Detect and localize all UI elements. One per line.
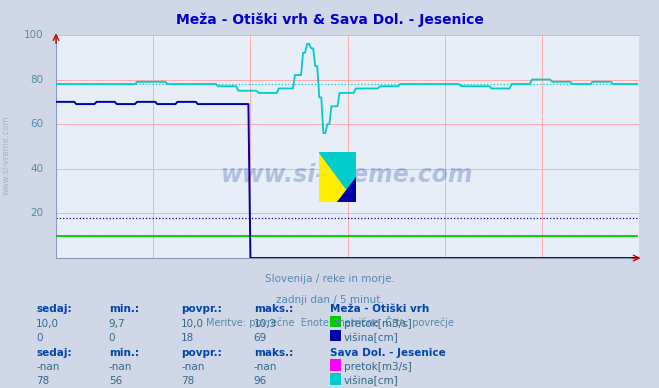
Text: -nan: -nan: [254, 362, 277, 372]
Text: 40: 40: [31, 164, 44, 174]
Text: 96: 96: [254, 376, 267, 386]
Text: min.:: min.:: [109, 304, 139, 314]
Text: 78: 78: [181, 376, 194, 386]
Text: 0: 0: [109, 333, 115, 343]
Text: 18: 18: [181, 333, 194, 343]
Text: 78: 78: [36, 376, 49, 386]
Text: povpr.:: povpr.:: [181, 304, 222, 314]
Polygon shape: [337, 177, 355, 202]
Text: Meža - Otiški vrh & Sava Dol. - Jesenice: Meža - Otiški vrh & Sava Dol. - Jesenice: [175, 12, 484, 27]
Text: www.si-vreme.com: www.si-vreme.com: [2, 116, 11, 195]
Text: Meritve: povrečne  Enote: metrične  Črta: povrečje: Meritve: povrečne Enote: metrične Črta: …: [206, 316, 453, 328]
Text: min.:: min.:: [109, 348, 139, 358]
Text: -nan: -nan: [109, 362, 132, 372]
Text: www.si-vreme.com: www.si-vreme.com: [221, 163, 474, 187]
Text: -nan: -nan: [36, 362, 59, 372]
Text: Sava Dol. - Jesenice: Sava Dol. - Jesenice: [330, 348, 445, 358]
Text: 20: 20: [31, 208, 44, 218]
Text: maks.:: maks.:: [254, 348, 293, 358]
Text: višina[cm]: višina[cm]: [344, 376, 399, 386]
Text: 69: 69: [254, 333, 267, 343]
Text: sedaj:: sedaj:: [36, 304, 72, 314]
Text: Meža - Otiški vrh: Meža - Otiški vrh: [330, 304, 429, 314]
Text: zadnji dan / 5 minut.: zadnji dan / 5 minut.: [275, 295, 384, 305]
Text: 9,7: 9,7: [109, 319, 125, 329]
Text: maks.:: maks.:: [254, 304, 293, 314]
Text: 10,0: 10,0: [181, 319, 204, 329]
Text: 100: 100: [24, 30, 44, 40]
Polygon shape: [319, 152, 355, 202]
Text: 56: 56: [109, 376, 122, 386]
Text: pretok[m3/s]: pretok[m3/s]: [344, 319, 412, 329]
Text: Slovenija / reke in morje.: Slovenija / reke in morje.: [264, 274, 395, 284]
Text: povpr.:: povpr.:: [181, 348, 222, 358]
Text: 60: 60: [31, 119, 44, 129]
Text: -nan: -nan: [181, 362, 204, 372]
Text: sedaj:: sedaj:: [36, 348, 72, 358]
Polygon shape: [319, 152, 355, 202]
Text: višina[cm]: višina[cm]: [344, 332, 399, 343]
Text: pretok[m3/s]: pretok[m3/s]: [344, 362, 412, 372]
Text: 0: 0: [36, 333, 43, 343]
Text: 10,3: 10,3: [254, 319, 277, 329]
Text: 10,0: 10,0: [36, 319, 59, 329]
Text: 80: 80: [31, 74, 44, 85]
